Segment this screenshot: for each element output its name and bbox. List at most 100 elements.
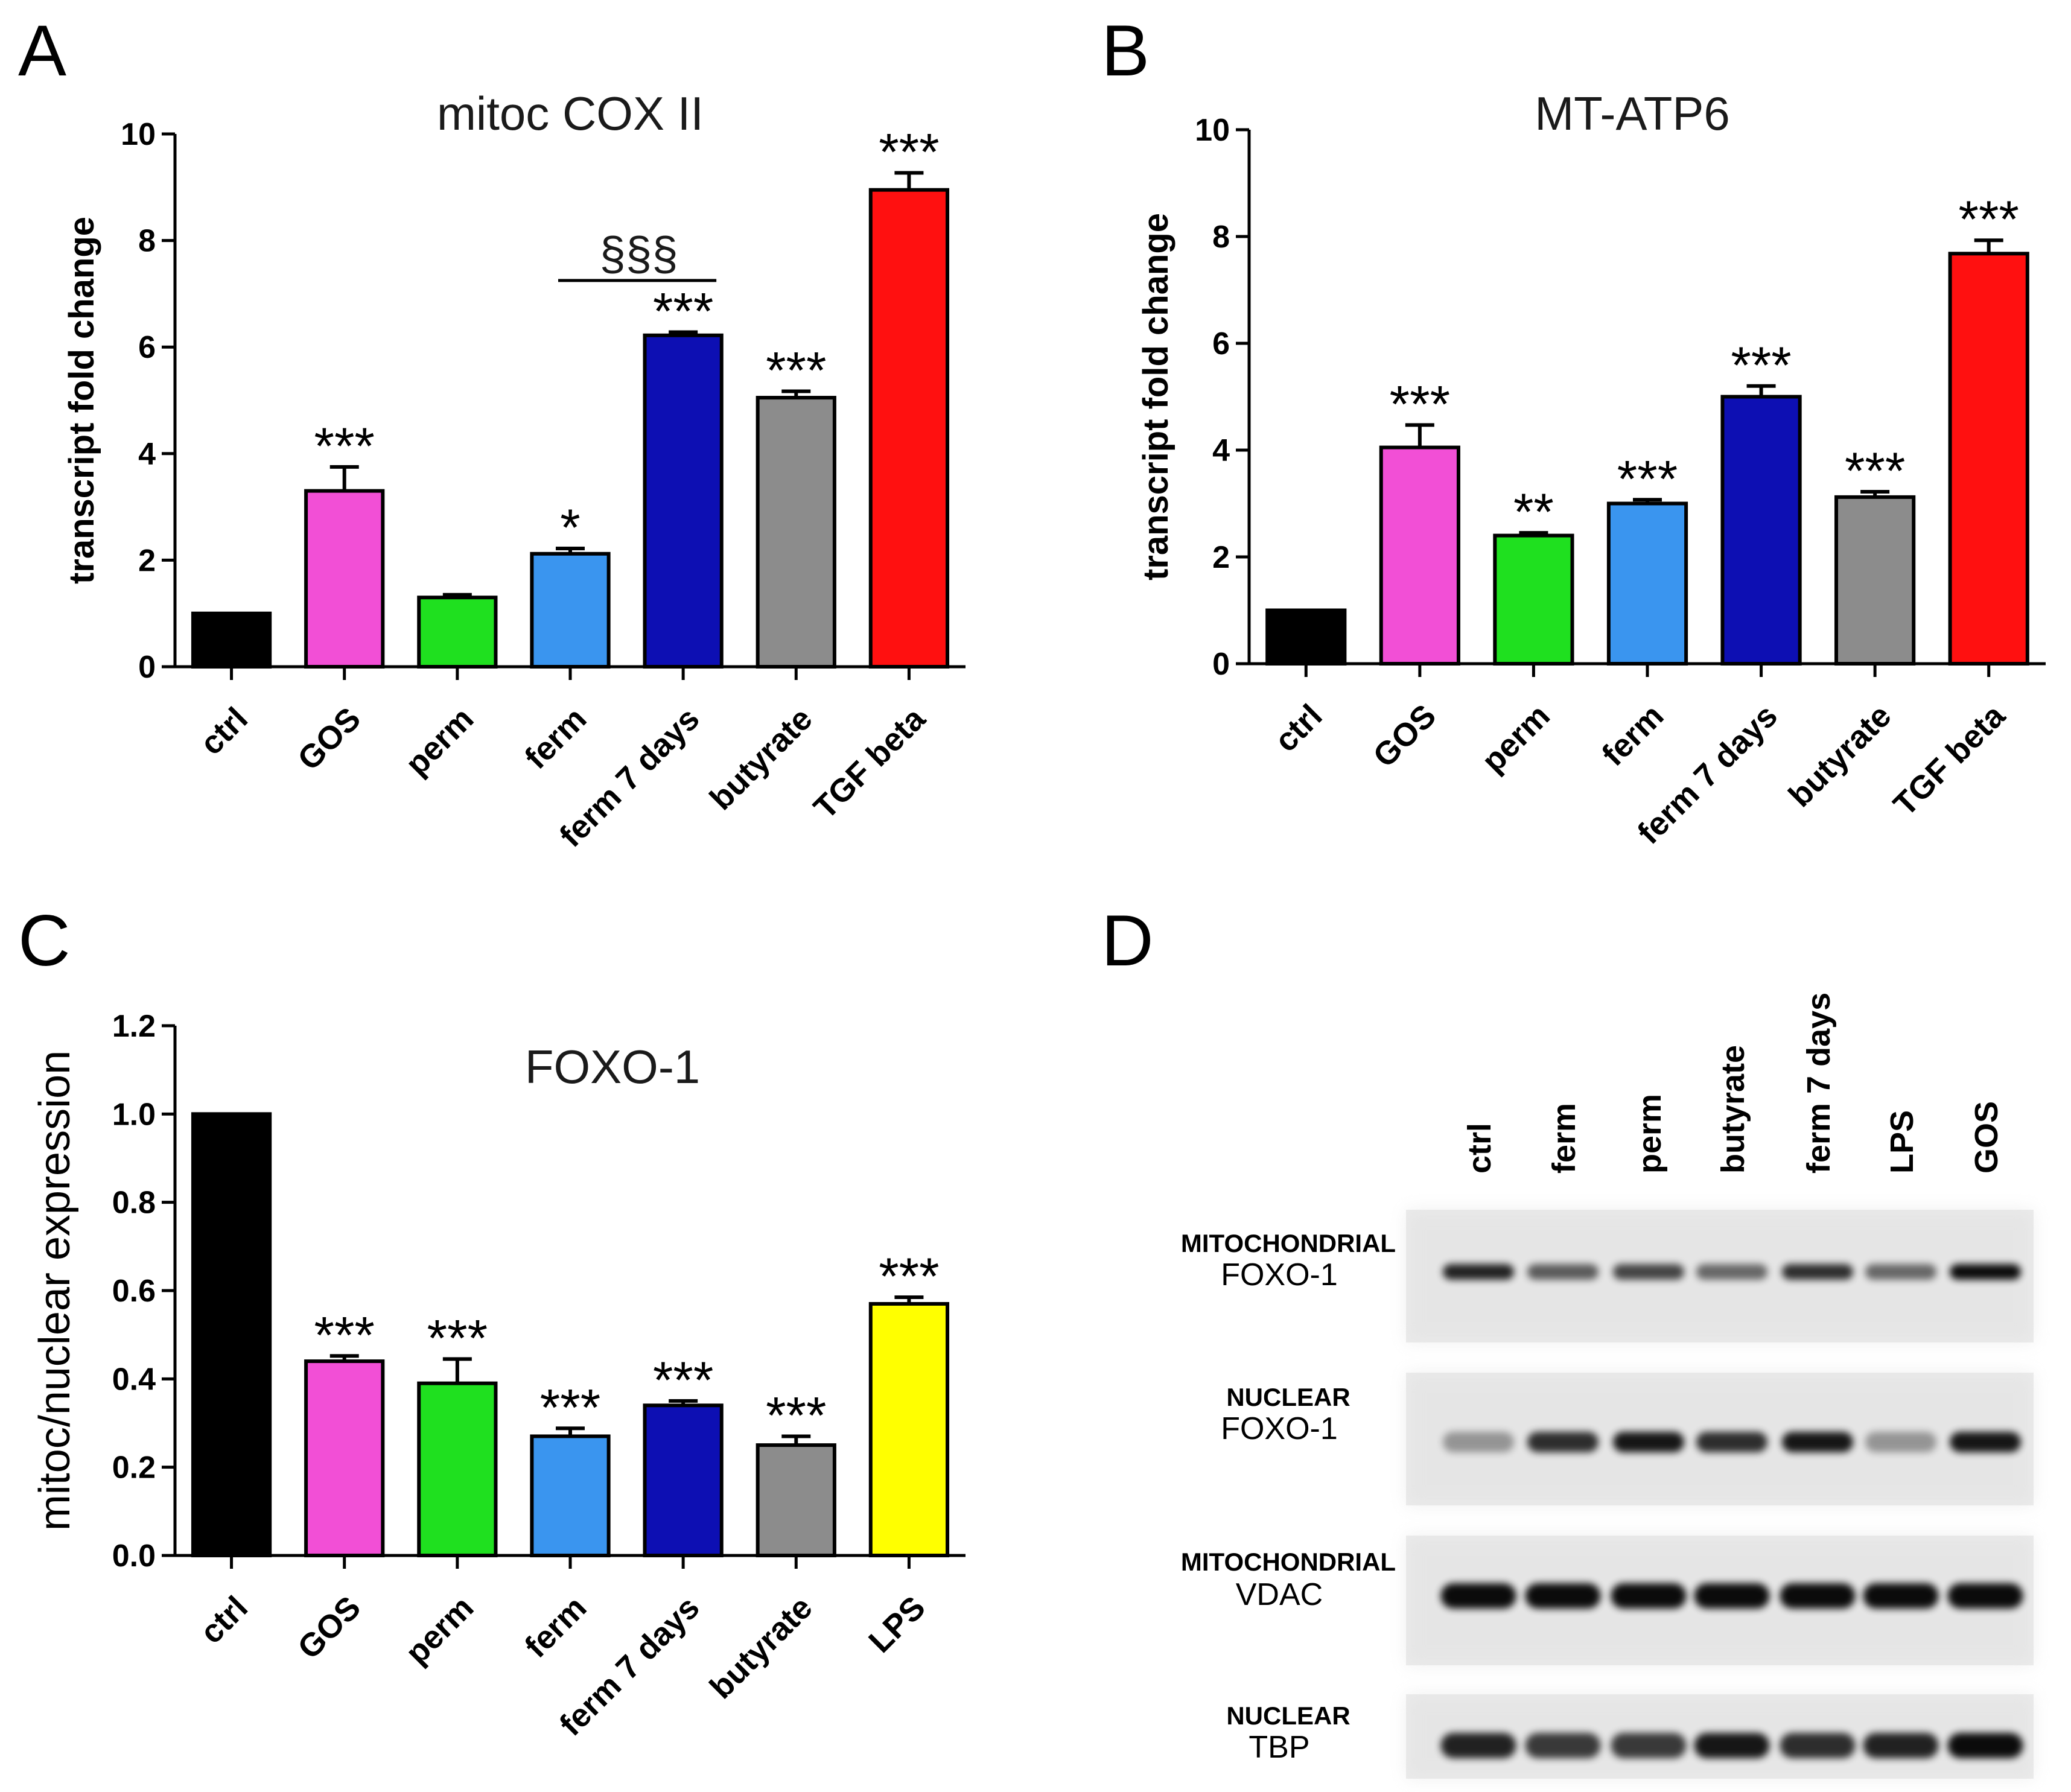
bar-ferm-7-days — [643, 333, 724, 669]
blot-band — [1950, 1264, 2021, 1280]
y-axis-label: mitoc/nuclear expression — [31, 1050, 79, 1531]
panel-letter-c: C — [18, 900, 71, 981]
bar-ferm — [530, 551, 611, 669]
y-tick-label: 0.8 — [112, 1186, 156, 1221]
bar-lps — [868, 1301, 950, 1557]
chart-foxo-1: FOXO-1 mitoc/nuclear expression 0.0 0.2 0.4 0… — [31, 1009, 966, 1743]
x-tick-label: ferm — [518, 1589, 593, 1665]
bar-ferm — [1606, 501, 1688, 666]
y-tick-label: 8 — [1212, 220, 1230, 255]
blot-band — [1440, 1583, 1516, 1609]
x-tick-label: LPS — [862, 1589, 932, 1660]
chart-title: mitoc COX II — [437, 87, 704, 140]
blot-band — [1613, 1264, 1684, 1280]
significance-label: *** — [540, 1379, 600, 1437]
blot-band — [1863, 1583, 1939, 1609]
significance-label: *** — [1959, 191, 2019, 249]
y-tick-label: 0.4 — [112, 1362, 156, 1397]
x-tick-label: GOS — [1366, 697, 1443, 774]
blot-band — [1525, 1733, 1601, 1758]
y-tick-label: 10 — [1195, 113, 1230, 148]
x-tick-label: perm — [399, 1589, 481, 1671]
blot-band — [1611, 1733, 1687, 1758]
y-axis-label: transcript fold change — [1136, 213, 1175, 580]
blot-band — [1694, 1583, 1770, 1609]
y-tick-label: 0.2 — [112, 1450, 156, 1485]
chart-mitoc-cox-ii: mitoc COX II transcript fold change 0 2 4 6 8 1… — [62, 87, 966, 854]
blot-band — [1694, 1733, 1770, 1758]
significance-label: *** — [766, 342, 826, 399]
blot-row-label-top: MITOCHONDRIAL — [1181, 1548, 1396, 1576]
y-tick-label: 6 — [1212, 326, 1230, 361]
y-tick-label: 0.0 — [112, 1539, 156, 1574]
bar-ferm — [530, 1434, 611, 1557]
bar-butyrate — [1834, 495, 1916, 666]
significance-label: ** — [1513, 483, 1554, 541]
chart-title: FOXO-1 — [525, 1040, 700, 1093]
blot-row-label-sub: FOXO-1 — [1221, 1411, 1338, 1446]
x-tick-label: perm — [399, 701, 481, 783]
significance-label: *** — [766, 1387, 826, 1444]
blot-band — [1865, 1432, 1936, 1452]
blot-lane-label: GOS — [1968, 1101, 2005, 1174]
blot-band — [1780, 1733, 1856, 1758]
blot-row-label-top: MITOCHONDRIAL — [1181, 1229, 1396, 1257]
significance-label: *** — [879, 123, 939, 181]
significance-label: *** — [1731, 337, 1791, 395]
significance-label: *** — [427, 1309, 488, 1367]
comparison-label: §§§ — [600, 227, 678, 280]
blot-row-label-sub: VDAC — [1236, 1577, 1323, 1612]
panel-letter-d: D — [1101, 900, 1154, 981]
significance-label: *** — [879, 1248, 939, 1306]
significance-label: *** — [314, 1306, 375, 1364]
blot-band — [1865, 1264, 1936, 1280]
significance-label: *** — [653, 1352, 713, 1409]
blot-lane-label: ctrl — [1462, 1123, 1498, 1174]
blot-lane-label: ferm 7 days — [1801, 993, 1837, 1174]
bar-ctrl — [191, 1112, 272, 1558]
significance-label: *** — [1390, 375, 1450, 433]
blot-lane-label: perm — [1632, 1094, 1668, 1174]
bar-gos — [304, 1359, 385, 1557]
bar-ferm-7-days — [1720, 395, 1802, 666]
blot-band — [1613, 1432, 1684, 1452]
blot-band — [1782, 1264, 1853, 1280]
blot-band — [1780, 1583, 1856, 1609]
significance-label: *** — [314, 418, 375, 475]
x-tick-label: TGF beta — [1886, 697, 2012, 823]
x-tick-label: ferm — [518, 701, 593, 776]
significance-label: *** — [653, 282, 713, 340]
blot-band — [1696, 1432, 1767, 1452]
blot-row-label-top: NUCLEAR — [1226, 1701, 1350, 1730]
significance-label: *** — [1845, 442, 1905, 500]
x-tick-label: ctrl — [1268, 697, 1329, 759]
blot-band — [1863, 1733, 1939, 1758]
blot-row-label-sub: TBP — [1249, 1730, 1309, 1765]
bar-perm — [1493, 533, 1574, 666]
y-axis-label: transcript fold change — [62, 217, 101, 584]
bar-tgf-beta — [1948, 252, 2029, 666]
y-tick-label: 1.2 — [112, 1009, 156, 1044]
blot-band — [1443, 1264, 1514, 1280]
bar-ctrl — [191, 611, 272, 669]
blot-lane-label: ferm — [1546, 1103, 1582, 1174]
blot-band — [1525, 1583, 1601, 1609]
x-tick-label: TGF beta — [807, 700, 933, 826]
western-blot: ctrl ferm perm butyrate ferm 7 days LPS GOS MIT… — [1181, 993, 2034, 1779]
panel-letter-b: B — [1101, 10, 1150, 91]
blot-row-label-sub: FOXO-1 — [1221, 1257, 1338, 1292]
y-tick-label: 10 — [121, 117, 156, 152]
bar-butyrate — [756, 1443, 836, 1557]
blot-band — [1950, 1432, 2021, 1452]
y-tick-label: 2 — [138, 543, 156, 578]
significance-label: * — [560, 499, 580, 557]
chart-title: MT-ATP6 — [1535, 87, 1730, 140]
bar-gos — [1379, 445, 1460, 666]
bar-ctrl — [1265, 608, 1347, 666]
x-tick-label: GOS — [291, 1589, 367, 1666]
bar-gos — [304, 489, 385, 669]
blot-band — [1947, 1733, 2023, 1758]
x-tick-label: ferm — [1595, 697, 1670, 773]
x-tick-label: butyrate — [703, 1589, 819, 1706]
